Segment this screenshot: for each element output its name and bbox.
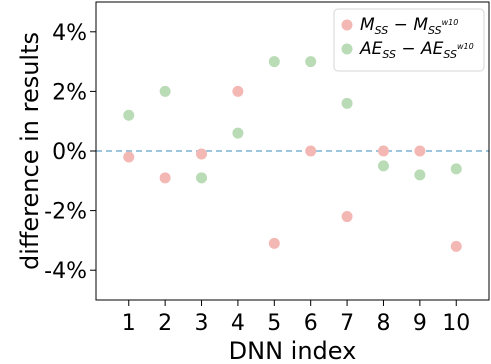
data-points-layer [123, 56, 462, 252]
series-2-point [232, 127, 244, 139]
series-1-point [123, 151, 135, 163]
x-tick-label: 9 [413, 311, 427, 336]
x-tick-label: 3 [195, 311, 209, 336]
series-1-point [450, 240, 462, 252]
y-tick-label: -4% [44, 259, 87, 284]
x-tick-label: 1 [122, 311, 136, 336]
x-axis-label: DNN index [229, 337, 357, 364]
series-1-point [414, 145, 426, 157]
legend-label-series-1: MSS − MSSw10 [360, 15, 458, 37]
y-tick-label: 4% [52, 21, 87, 46]
series-1-point [305, 145, 317, 157]
series-1-point [377, 145, 389, 157]
series-2-point [450, 163, 462, 175]
x-tick-label: 8 [376, 311, 390, 336]
y-axis-ticks: -4% -2% 0% 2% 4% [44, 21, 96, 284]
y-tick-label: -2% [44, 200, 87, 225]
legend-marker-series-1 [341, 19, 353, 31]
legend-box [333, 8, 485, 72]
x-tick-label: 10 [442, 311, 470, 336]
legend-marker-series-2 [341, 43, 353, 55]
series-1-point [232, 85, 244, 97]
x-tick-label: 2 [158, 311, 172, 336]
legend-label-series-2: AESS − AESSw10 [359, 39, 474, 61]
series-1-point [341, 211, 353, 223]
y-axis-label: difference in results [16, 32, 44, 270]
series-1-point [268, 237, 280, 249]
x-tick-label: 4 [231, 311, 245, 336]
x-tick-label: 5 [267, 311, 281, 336]
x-tick-label: 6 [304, 311, 318, 336]
series-2-point [305, 56, 317, 68]
series-2-point [377, 160, 389, 172]
y-tick-label: 0% [52, 140, 87, 165]
series-2-point [414, 169, 426, 181]
series-2-point [159, 85, 171, 97]
series-2-point [123, 109, 135, 121]
series-1-point [159, 172, 171, 184]
y-tick-label: 2% [52, 80, 87, 105]
series-1-point [196, 148, 208, 160]
series-2-point [268, 56, 280, 68]
series-2-point [196, 172, 208, 184]
x-axis-ticks: 1 2 3 4 5 6 7 8 9 10 [122, 300, 470, 336]
series-2-point [341, 97, 353, 109]
x-tick-label: 7 [340, 311, 354, 336]
